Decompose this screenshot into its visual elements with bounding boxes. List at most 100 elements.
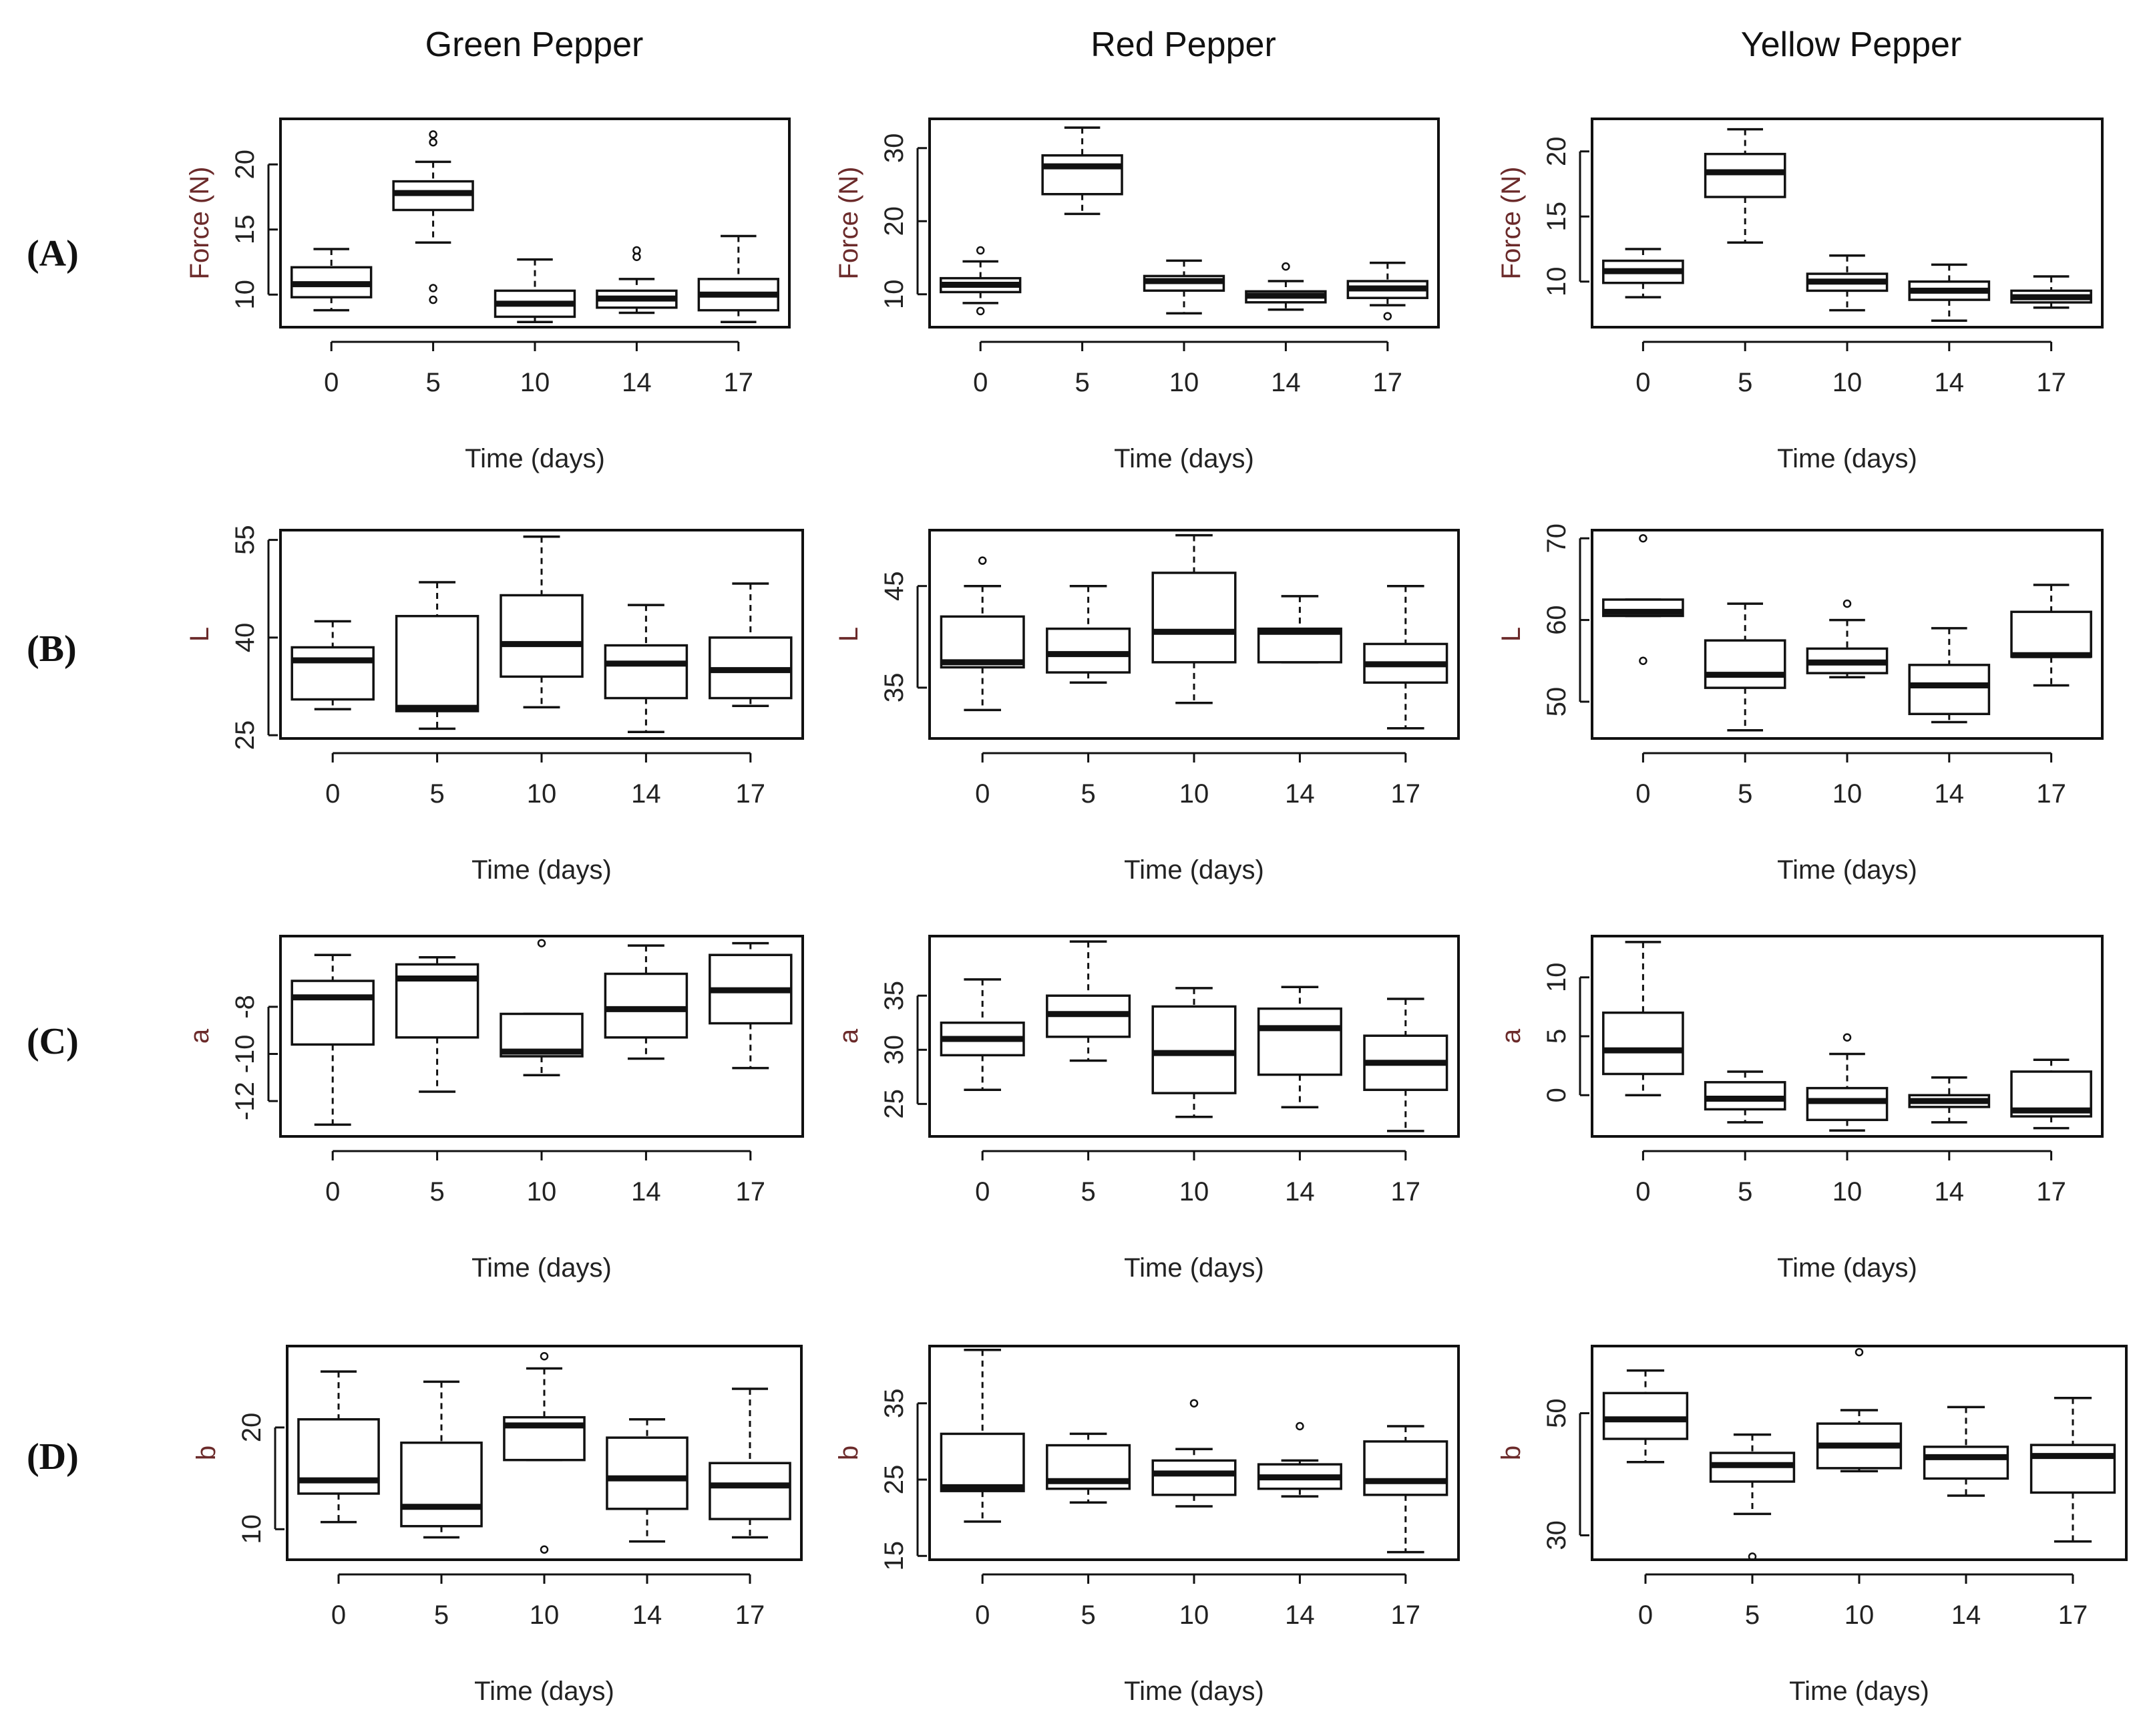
iqr-box: [940, 615, 1025, 669]
panel-b-yellow-xtick-label-5: 5: [1738, 779, 1752, 809]
panel-b-yellow-ytick-label-1: 60: [1542, 605, 1571, 635]
panel-a-yellow-box-17: [2010, 275, 2092, 309]
outlier-point: [1639, 533, 1647, 543]
outlier-point: [1383, 312, 1392, 320]
panel-a-green-ylabel: Force (N): [185, 167, 214, 280]
panel-b-green-box-14: [604, 604, 689, 733]
iqr-box: [400, 1442, 483, 1528]
panel-b-yellow-ytick-label-0: 50: [1542, 687, 1571, 717]
outlier-point: [976, 246, 985, 255]
panel-d-green-xtick-label-5: 5: [434, 1600, 449, 1630]
outlier-point: [540, 1545, 549, 1554]
outlier-point: [632, 246, 641, 255]
iqr-box: [2029, 1444, 2116, 1494]
outlier-point: [976, 306, 985, 316]
panel-a-red-box-5: [1041, 126, 1123, 216]
column-title-green: Green Pepper: [425, 25, 644, 64]
iqr-box: [1041, 154, 1123, 196]
panel-c-green-xtick-label-0: 0: [325, 1177, 340, 1207]
iqr-box: [395, 963, 479, 1039]
iqr-box: [709, 1462, 791, 1520]
outlier-point: [1296, 1422, 1304, 1431]
iqr-box: [500, 594, 584, 678]
panel-a-green: 10 15 20 Force (N) 0 5 10 14 17 Time (days): [185, 118, 791, 473]
panel-d-green: 10 20 b 0 5 10 14 17 Time (days): [192, 1345, 803, 1706]
panel-d-green-ytick-label-0: 10: [237, 1514, 266, 1544]
panel-d-green-box-5: [400, 1380, 483, 1539]
row-label-c: (C): [27, 1021, 79, 1062]
panel-c-red-xtick-label-17: 17: [1391, 1177, 1421, 1207]
panel-c-yellow-box-10: [1806, 1033, 1889, 1132]
panel-c-green-ytick-label-1: -10: [230, 1035, 260, 1074]
panel-a-green-xtick-label-5: 5: [425, 368, 440, 397]
outlier-point: [429, 295, 437, 304]
panel-d-green-box-10: [503, 1351, 586, 1554]
panel-c-green-xlabel: Time (days): [471, 1253, 612, 1283]
panel-a-red-ylabel: Force (N): [834, 167, 863, 280]
panel-b-yellow-ylabel: L: [1497, 627, 1526, 642]
outlier-point: [429, 130, 437, 139]
panel-b-yellow-xtick-label-17: 17: [2036, 779, 2066, 809]
panel-b-red-box-0: [940, 556, 1025, 712]
column-title-yellow: Yellow Pepper: [1741, 25, 1962, 64]
panel-d-red-ytick-label-0: 15: [880, 1541, 909, 1571]
panel-b-green-ytick-label-0: 25: [230, 720, 260, 750]
panel-d-red-ytick-label-1: 25: [880, 1465, 909, 1495]
outlier-point: [1282, 262, 1290, 271]
panel-b-yellow-ytick-label-2: 70: [1542, 523, 1571, 554]
panel-b-red-box-17: [1363, 584, 1448, 730]
panel-d-yellow-xtick-label-0: 0: [1638, 1600, 1653, 1630]
panel-d-green-ylabel: b: [192, 1446, 221, 1460]
panel-c-yellow-ytick-label-0: 0: [1542, 1088, 1571, 1102]
panel-c-yellow-xtick-label-0: 0: [1635, 1177, 1650, 1207]
panel-b-yellow-box-17: [2010, 584, 2092, 687]
panel-a-green-box-10: [494, 258, 576, 323]
panel-a-red-frame: [928, 118, 1440, 329]
panel-b-green-xtick-label-0: 0: [325, 779, 340, 809]
panel-c-yellow-xtick-label-14: 14: [1935, 1177, 1965, 1207]
panel-c-green-xtick-label-14: 14: [631, 1177, 661, 1207]
row-label-b: (B): [27, 628, 77, 670]
row-label-a: (A): [27, 233, 79, 274]
panel-d-red-box-5: [1046, 1432, 1131, 1504]
panel-a-red-xtick-label-17: 17: [1373, 368, 1403, 397]
panel-d-red-box-0: [940, 1348, 1025, 1523]
column-title-red: Red Pepper: [1091, 25, 1276, 64]
panel-d-yellow-box-5: [1709, 1433, 1796, 1561]
panel-b-red-xtick-label-10: 10: [1179, 779, 1209, 809]
panel-d-red-ylabel: b: [834, 1446, 863, 1460]
panel-b-green-frame: [279, 529, 804, 740]
panel-d-green-frame: [286, 1345, 803, 1561]
panel-c-green-box-5: [395, 956, 479, 1093]
panel-c-red-ytick-label-0: 25: [880, 1089, 909, 1119]
panel-c-green-frame: [279, 935, 804, 1138]
panel-b-red-ytick-label-0: 35: [880, 673, 909, 703]
iqr-box: [1151, 572, 1237, 664]
panel-c-yellow-xtick-label-5: 5: [1738, 1177, 1752, 1207]
panel-a-yellow-xlabel: Time (days): [1777, 444, 1917, 473]
panel-c-red-ytick-label-2: 35: [880, 981, 909, 1011]
panel-b-red-xlabel: Time (days): [1124, 855, 1264, 885]
panel-a-yellow-box-0: [1602, 248, 1684, 298]
panel-d-red-ytick-label-2: 35: [880, 1388, 909, 1418]
panel-c-yellow-box-17: [2010, 1058, 2092, 1130]
panel-a-green-ytick-label-1: 15: [230, 215, 260, 245]
panel-d-yellow-xtick-label-17: 17: [2058, 1600, 2088, 1630]
iqr-box: [940, 1432, 1025, 1492]
panel-b-yellow-box-10: [1806, 599, 1889, 678]
panel-c-green-ytick-label-2: -12: [230, 1082, 260, 1120]
panel-d-yellow: 30 50 b 0 5 10 14 17 Time (days): [1497, 1345, 2128, 1706]
panel-d-yellow-frame: [1591, 1345, 2128, 1561]
panel-b-yellow-xtick-label-0: 0: [1635, 779, 1650, 809]
outlier-point: [1639, 656, 1647, 666]
iqr-box: [1046, 627, 1131, 674]
panel-a-yellow-ylabel: Force (N): [1497, 167, 1526, 280]
iqr-box: [1602, 1391, 1689, 1440]
panel-d-red-xtick-label-0: 0: [975, 1600, 990, 1630]
panel-c-yellow-box-5: [1704, 1070, 1786, 1124]
panel-c-red-ylabel: a: [834, 1028, 863, 1044]
panel-c-green: -8 -10 -12 a 0 5 10 14 17 Time (days): [185, 935, 804, 1283]
outlier-point: [429, 138, 437, 147]
panel-c-red-box-0: [940, 978, 1025, 1092]
